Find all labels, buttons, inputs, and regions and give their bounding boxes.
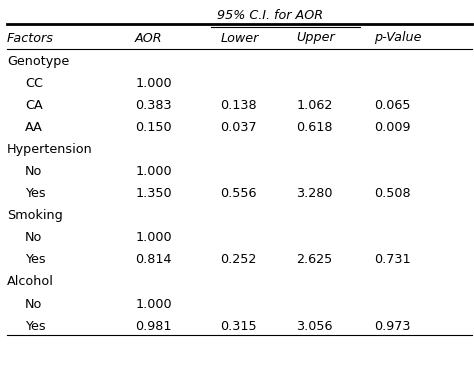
Text: 0.065: 0.065 <box>374 99 411 112</box>
Text: 1.000: 1.000 <box>135 165 172 178</box>
Text: AOR: AOR <box>135 32 163 44</box>
Text: Yes: Yes <box>25 320 46 332</box>
Text: 0.508: 0.508 <box>374 187 411 200</box>
Text: Yes: Yes <box>25 187 46 200</box>
Text: 1.000: 1.000 <box>135 298 172 310</box>
Text: 0.315: 0.315 <box>220 320 257 332</box>
Text: 0.618: 0.618 <box>296 121 333 134</box>
Text: CA: CA <box>25 99 43 112</box>
Text: AA: AA <box>25 121 43 134</box>
Text: 0.138: 0.138 <box>220 99 257 112</box>
Text: 3.056: 3.056 <box>296 320 333 332</box>
Text: 0.037: 0.037 <box>220 121 257 134</box>
Text: p-Value: p-Value <box>374 32 422 44</box>
Text: 0.252: 0.252 <box>220 253 257 266</box>
Text: Smoking: Smoking <box>7 209 63 222</box>
Text: 0.009: 0.009 <box>374 121 411 134</box>
Text: 3.280: 3.280 <box>296 187 333 200</box>
Text: Genotype: Genotype <box>7 55 69 68</box>
Text: 1.000: 1.000 <box>135 77 172 90</box>
Text: 0.150: 0.150 <box>135 121 172 134</box>
Text: No: No <box>25 165 43 178</box>
Text: 0.973: 0.973 <box>374 320 411 332</box>
Text: Alcohol: Alcohol <box>7 276 54 288</box>
Text: 0.814: 0.814 <box>135 253 172 266</box>
Text: No: No <box>25 298 43 310</box>
Text: 1.000: 1.000 <box>135 231 172 244</box>
Text: 0.981: 0.981 <box>135 320 172 332</box>
Text: Factors: Factors <box>7 32 54 44</box>
Text: Yes: Yes <box>25 253 46 266</box>
Text: CC: CC <box>25 77 43 90</box>
Text: Lower: Lower <box>220 32 259 44</box>
Text: 0.556: 0.556 <box>220 187 257 200</box>
Text: Upper: Upper <box>296 32 335 44</box>
Text: No: No <box>25 231 43 244</box>
Text: 1.350: 1.350 <box>135 187 172 200</box>
Text: 2.625: 2.625 <box>296 253 332 266</box>
Text: 1.062: 1.062 <box>296 99 333 112</box>
Text: 0.731: 0.731 <box>374 253 411 266</box>
Text: 0.383: 0.383 <box>135 99 172 112</box>
Text: 95% C.I. for AOR: 95% C.I. for AOR <box>217 9 323 22</box>
Text: Hypertension: Hypertension <box>7 143 93 156</box>
